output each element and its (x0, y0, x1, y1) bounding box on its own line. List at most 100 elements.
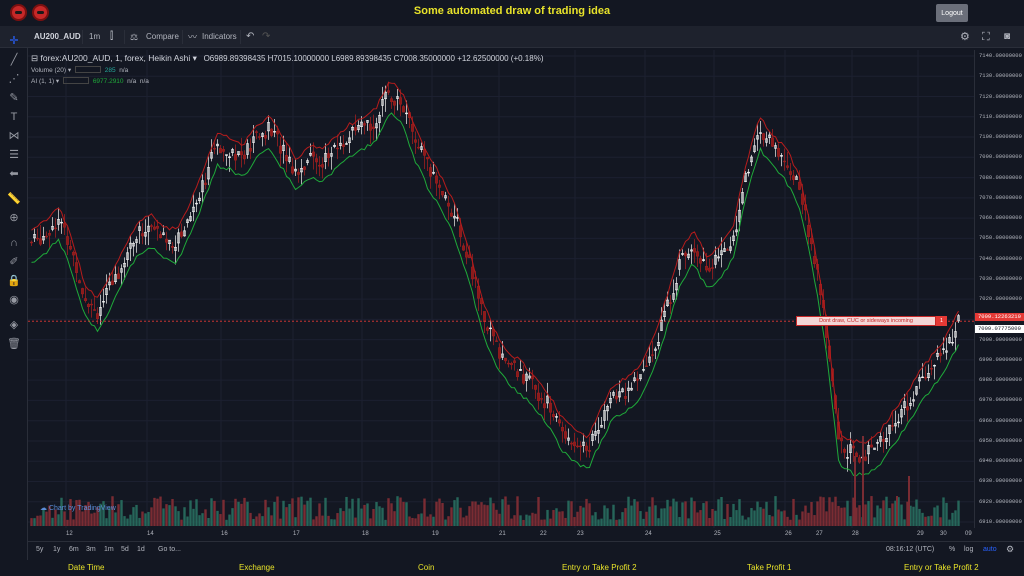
candle (60, 221, 63, 224)
candle (807, 224, 810, 237)
trade-annotation[interactable]: Dont draw, CUC or sideways incoming (796, 316, 936, 326)
settings-gear-icon[interactable]: ⚙ (1006, 544, 1015, 554)
tradingview-watermark[interactable]: ☁ Chart by TradingView (40, 505, 116, 512)
price-chart[interactable] (28, 50, 974, 528)
volume-bar (747, 517, 750, 526)
fib-tool-icon[interactable]: ⋰ (8, 73, 20, 85)
ruler-icon[interactable]: 📏 (7, 193, 21, 205)
magnet-icon[interactable]: ∩ (10, 237, 18, 249)
volume-bar (696, 512, 699, 526)
redo-icon[interactable]: ↷ (262, 31, 271, 42)
chart-pane[interactable] (28, 50, 974, 528)
back-arrow-icon[interactable]: ⬅ (9, 168, 19, 180)
volume-bar (264, 499, 267, 526)
volume-bar (854, 456, 856, 526)
candle (930, 368, 933, 370)
candle (255, 131, 258, 133)
volume-bar (234, 498, 237, 526)
title-bar: Some automated draw of trading idea Logo… (0, 0, 1024, 26)
zoom-in-icon[interactable]: ⊕ (9, 212, 19, 224)
indicators-button[interactable]: Indicators (202, 32, 237, 41)
range-5d[interactable]: 5d (121, 546, 129, 553)
volume-bar (324, 497, 327, 526)
candle (234, 154, 237, 161)
candle (399, 97, 402, 105)
price-tick-label: 7110.00000000 (979, 112, 1022, 120)
indicators-icon[interactable]: 〰 (188, 32, 198, 42)
candle (531, 375, 534, 380)
candle (351, 127, 354, 131)
candle (135, 239, 138, 243)
candle (744, 172, 747, 182)
indicator-controls[interactable] (74, 66, 101, 73)
candle (177, 232, 180, 244)
volume-bar (30, 518, 33, 526)
candle (69, 245, 72, 250)
price-axis[interactable]: 7140.00000000 7130.00000000 7120.00000000 7… (974, 50, 1024, 528)
volume-bar (900, 504, 903, 526)
log-scale-toggle[interactable]: log (964, 546, 974, 553)
fullscreen-icon[interactable]: ⛶ (982, 31, 990, 43)
compare-icon[interactable]: ⚖ (130, 32, 139, 42)
candle (78, 280, 81, 284)
goto-date-button[interactable]: Go to... (158, 546, 181, 553)
volume-bar (849, 516, 852, 526)
text-tool-icon[interactable]: T (10, 111, 18, 123)
trend-line-icon[interactable]: ╱ (10, 54, 18, 66)
volume-bar (681, 502, 684, 526)
volume-bar (642, 518, 645, 526)
legend-symbol[interactable]: ⊟ forex:AU200_AUD, 1, forex, Heikin Ashi… (31, 53, 197, 63)
interval-selector[interactable]: 1m (89, 32, 101, 41)
volume-bar (531, 512, 534, 526)
volume-bar (93, 512, 96, 526)
range-3m[interactable]: 3m (86, 546, 96, 553)
utc-clock[interactable]: 08:16:12 (UTC) (886, 546, 935, 553)
candle (933, 364, 936, 367)
volume-indicator-legend[interactable]: Volume (20) ▾ 285 n/a (31, 66, 129, 74)
volume-bar (675, 501, 678, 526)
camera-icon[interactable]: ◙ (1004, 31, 1011, 42)
auto-scale-toggle[interactable]: auto (983, 546, 997, 553)
volume-bar (255, 516, 258, 526)
candle (579, 445, 582, 448)
indicator-controls[interactable] (63, 77, 89, 84)
brush-icon[interactable]: ✎ (9, 92, 19, 104)
percent-scale-toggle[interactable]: % (949, 546, 956, 553)
undo-icon[interactable]: ↶ (246, 31, 255, 42)
time-tick-label: 19 (432, 531, 439, 537)
volume-bar (516, 496, 519, 526)
eye-icon[interactable]: ◉ (9, 294, 19, 306)
candle (207, 167, 210, 180)
crosshair-icon[interactable]: ✛ (9, 35, 19, 47)
symbol-search[interactable]: AU200_AUD (34, 32, 81, 41)
volume-bar (462, 517, 465, 526)
range-5y[interactable]: 5y (36, 546, 44, 553)
settings-gear-icon[interactable]: ⚙ (960, 31, 970, 43)
range-1y[interactable]: 1y (53, 546, 61, 553)
candle (507, 362, 510, 365)
volume-bar (183, 507, 186, 526)
volume-bar (39, 515, 42, 526)
ai-indicator-legend[interactable]: AI (1, 1) ▾ 6977.2910 n/a n/a (31, 77, 149, 85)
layers-icon[interactable]: ◈ (9, 319, 19, 331)
stay-drawing-icon[interactable]: ✐ (9, 256, 19, 268)
candle (660, 319, 663, 331)
range-1d[interactable]: 1d (137, 546, 145, 553)
volume-bar (876, 505, 879, 526)
range-1m[interactable]: 1m (104, 546, 114, 553)
prediction-tool-icon[interactable]: ☰ (9, 149, 19, 161)
pattern-tool-icon[interactable]: ⋈ (8, 130, 20, 142)
lock-icon[interactable]: 🔒 (7, 275, 21, 287)
candle-style-icon[interactable]: ⫿ (110, 31, 114, 42)
volume-bar (333, 519, 336, 526)
logout-button[interactable]: Logout (936, 4, 968, 22)
time-tick-label: 27 (816, 531, 823, 537)
volume-bar (357, 498, 360, 526)
range-6m[interactable]: 6m (69, 546, 79, 553)
time-tick-label: 09 (965, 531, 972, 537)
volume-bar (870, 496, 873, 526)
trash-icon[interactable]: 🗑 (7, 338, 21, 350)
candle (864, 456, 867, 461)
volume-bar (195, 499, 198, 526)
compare-button[interactable]: Compare (146, 32, 179, 41)
